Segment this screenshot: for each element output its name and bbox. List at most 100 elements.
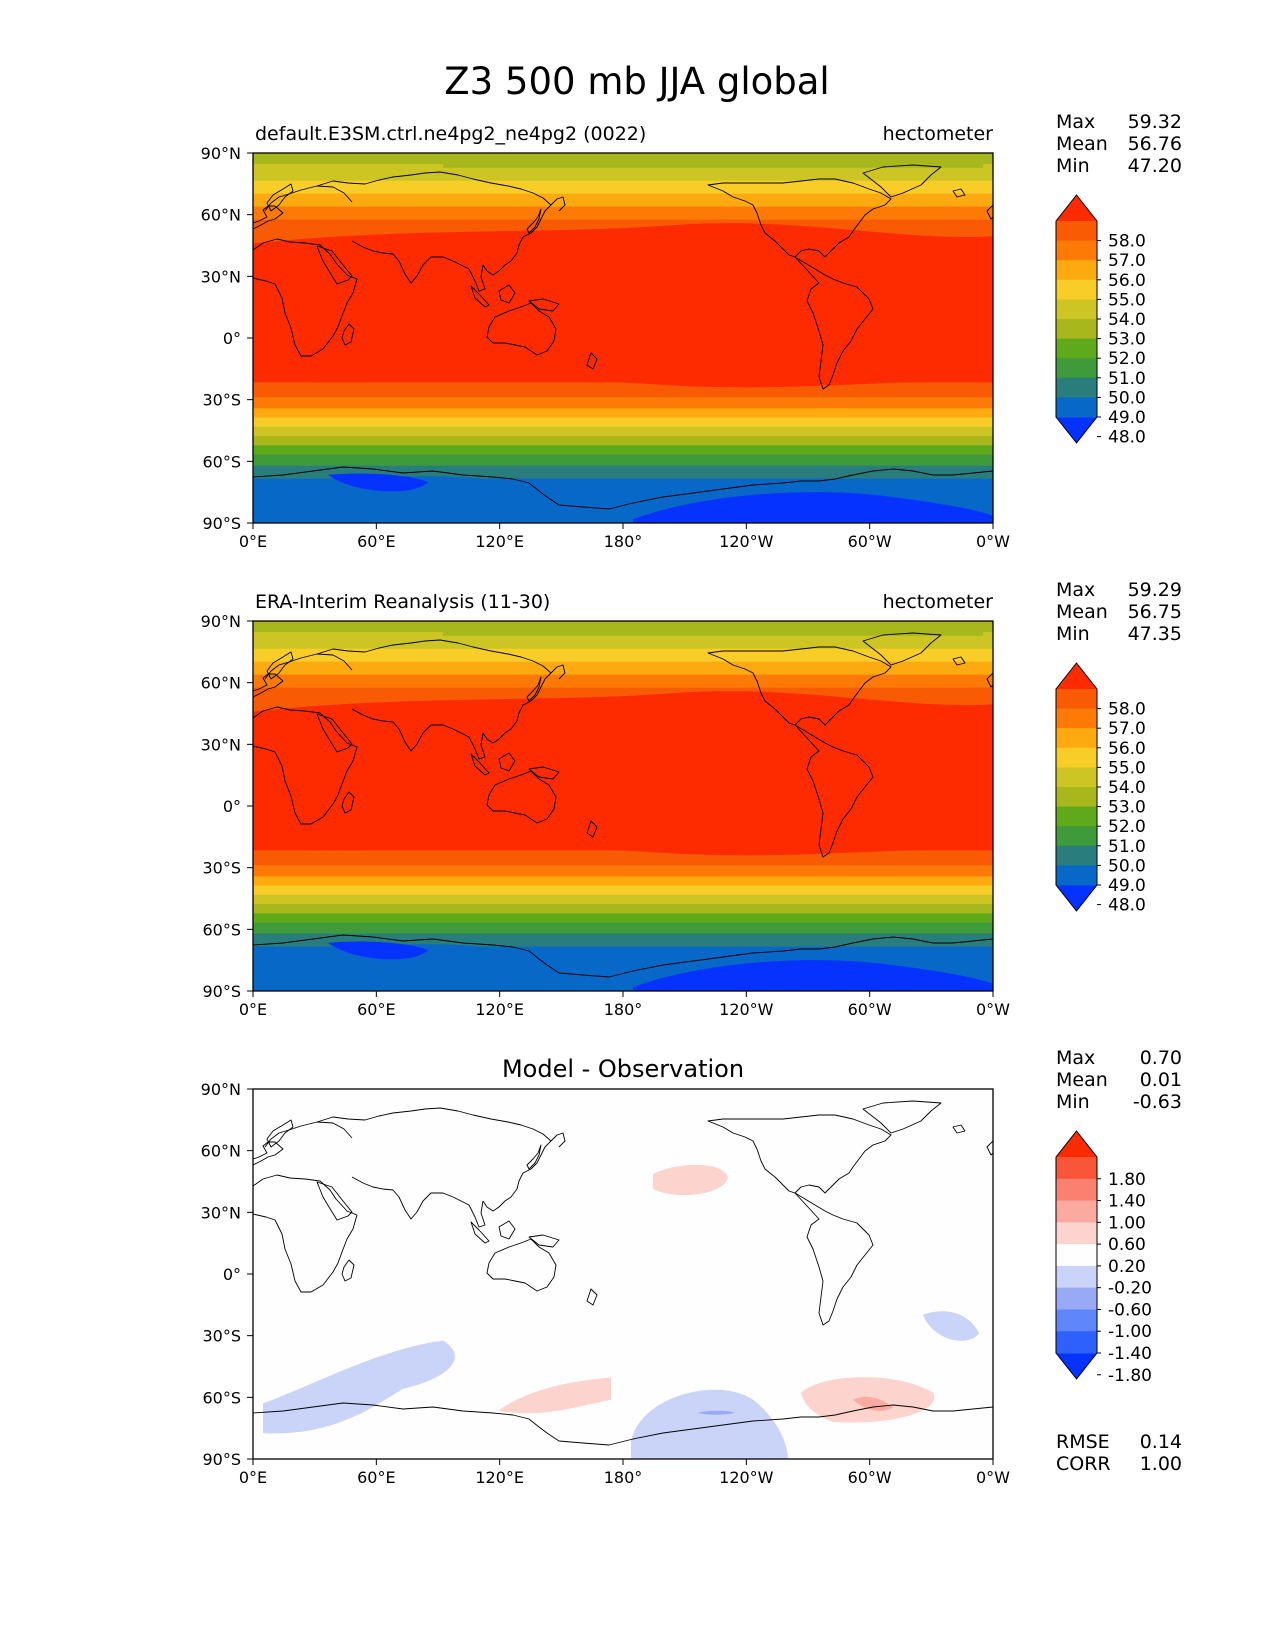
colorbar-segment	[1056, 240, 1097, 261]
colorbar-extend-max	[1056, 663, 1097, 689]
colorbar-tick-label: 1.00	[1108, 1213, 1146, 1233]
colorbar-segment	[1056, 1157, 1097, 1180]
colorbar-segment	[1056, 1178, 1097, 1202]
lon-label: 0°E	[239, 532, 267, 551]
colorbar-tick-label: 58.0	[1108, 232, 1146, 252]
lat-label: 60°N	[201, 674, 241, 693]
stat-mean-value: 0.01	[1140, 1069, 1182, 1091]
contour-band	[633, 960, 993, 991]
colorbar-tick-label: -1.00	[1108, 1322, 1152, 1342]
contour-band	[653, 1164, 728, 1196]
contour-band	[253, 885, 993, 896]
colorbar-tick-label: 48.0	[1108, 896, 1146, 916]
colorbar-extend-min	[1056, 885, 1097, 911]
colorbar-segment	[1056, 826, 1097, 847]
colorbar-tick-label: 57.0	[1108, 251, 1146, 271]
contour-band	[253, 436, 993, 446]
lat-label: 30°S	[202, 1327, 241, 1346]
contour-band	[253, 445, 993, 456]
stat-corr-label: CORR	[1056, 1453, 1111, 1475]
stat-max-value: 0.70	[1140, 1047, 1182, 1069]
panel-title: ERA-Interim Reanalysis (11-30)	[255, 591, 550, 613]
colorbar-segment	[1056, 358, 1097, 379]
lon-label: 0°W	[976, 1468, 1010, 1487]
contour-band	[253, 691, 993, 729]
stat-min-value: -0.63	[1133, 1091, 1182, 1113]
contour-band	[253, 922, 993, 935]
stat-max-label: Max	[1056, 111, 1095, 133]
lat-label: 0°	[223, 1265, 241, 1284]
lon-label: 120°W	[719, 1468, 774, 1487]
map-field	[253, 621, 993, 991]
stat-mean-label: Mean	[1056, 1069, 1108, 1091]
colorbar-segment	[1056, 1222, 1097, 1245]
lon-label: 0°W	[976, 532, 1010, 551]
colorbar-tick-label: 58.0	[1108, 700, 1146, 720]
colorbar: 58.057.056.055.054.053.052.051.050.049.0…	[1055, 194, 1146, 448]
contour-band	[253, 835, 993, 856]
contour-band	[253, 465, 993, 480]
lon-label: 0°W	[976, 1000, 1010, 1019]
colorbar-extend-min	[1056, 1353, 1097, 1379]
contour-band	[253, 865, 993, 877]
contour-band	[253, 674, 993, 689]
colorbar-tick-label: 57.0	[1108, 719, 1146, 739]
stat-min-label: Min	[1056, 1091, 1090, 1113]
contour-band	[923, 1311, 979, 1341]
colorbar-segment	[1056, 747, 1097, 768]
lon-label: 120°W	[719, 532, 774, 551]
lon-label: 120°E	[475, 1000, 524, 1019]
lat-label: 90°N	[201, 1080, 241, 1099]
lat-label: 60°S	[202, 1388, 241, 1407]
colorbar-segment	[1056, 319, 1097, 340]
lat-label: 60°N	[201, 1142, 241, 1161]
colorbar-tick-label: -1.80	[1108, 1366, 1152, 1386]
colorbar-segment	[1056, 728, 1097, 749]
colorbar-segment	[1056, 806, 1097, 827]
colorbar-tick-label: 48.0	[1108, 428, 1146, 448]
stat-min-label: Min	[1056, 623, 1090, 645]
colorbar-tick-label: 0.60	[1108, 1235, 1146, 1255]
stat-mean-label: Mean	[1056, 133, 1108, 155]
colorbar-segment	[1056, 1265, 1097, 1289]
colorbar-segment	[1056, 767, 1097, 788]
lat-label: 90°N	[201, 612, 241, 631]
lat-label: 30°S	[202, 391, 241, 410]
lon-label: 180°	[604, 1468, 643, 1487]
units-label: hectometer	[883, 123, 994, 145]
contour-band	[253, 426, 993, 437]
stat-rmse-label: RMSE	[1056, 1431, 1110, 1453]
lon-label: 60°W	[848, 532, 892, 551]
colorbar-segment	[1056, 1331, 1097, 1354]
contour-band	[498, 1377, 611, 1414]
contour-band	[253, 417, 993, 428]
colorbar-extend-min	[1056, 417, 1097, 443]
stat-rmse-value: 0.14	[1140, 1431, 1182, 1453]
colorbar-tick-label: 49.0	[1108, 876, 1146, 896]
colorbar-tick-label: -0.60	[1108, 1300, 1152, 1320]
colorbar-tick-label: 51.0	[1108, 369, 1146, 389]
stat-min-value: 47.20	[1128, 155, 1182, 177]
lon-label: 60°E	[357, 532, 395, 551]
stat-mean-label: Mean	[1056, 601, 1108, 623]
contour-band	[253, 382, 993, 398]
panel-title: Model - Observation	[502, 1055, 744, 1083]
colorbar-tick-label: 55.0	[1108, 758, 1146, 778]
lat-label: 60°S	[202, 920, 241, 939]
lat-label: 30°N	[201, 267, 241, 286]
stat-max-value: 59.32	[1128, 111, 1182, 133]
lat-label: 60°S	[202, 452, 241, 471]
colorbar-segment	[1056, 338, 1097, 359]
contour-band	[253, 894, 993, 905]
contour-band	[328, 941, 428, 960]
stat-max-label: Max	[1056, 1047, 1095, 1069]
contour-band	[853, 1396, 893, 1412]
colorbar-tick-label: 0.20	[1108, 1257, 1146, 1277]
contour-band	[328, 473, 428, 492]
colorbar-tick-label: 56.0	[1108, 739, 1146, 759]
contour-band	[253, 661, 993, 676]
colorbar-tick-label: 55.0	[1108, 290, 1146, 310]
lon-label: 0°E	[239, 1468, 267, 1487]
lat-label: 90°S	[202, 1450, 241, 1469]
contour-band	[253, 944, 553, 991]
